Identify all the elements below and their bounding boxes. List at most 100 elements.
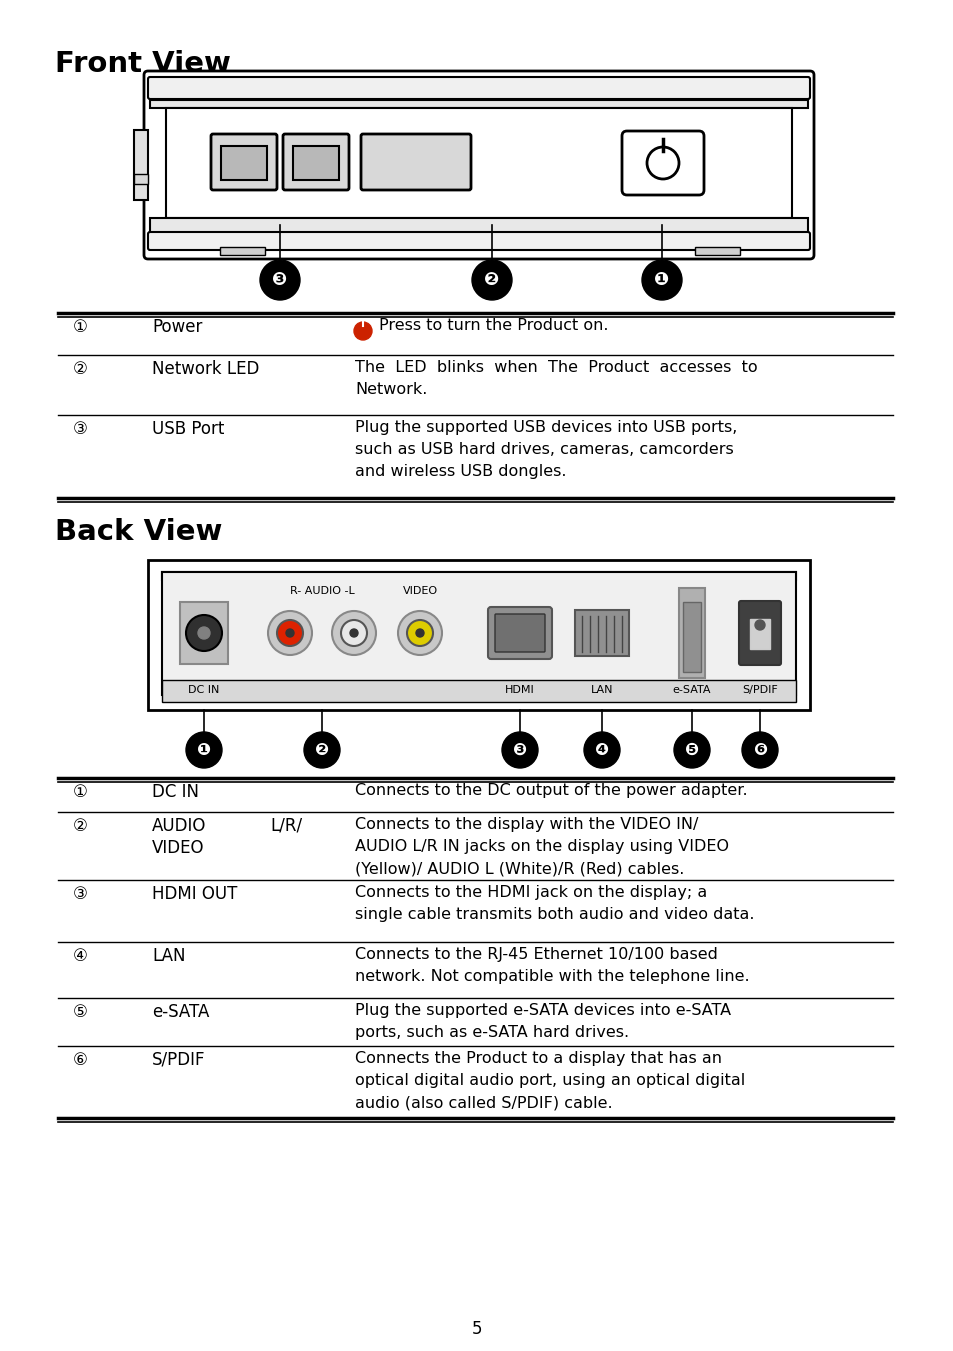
Circle shape [354, 322, 372, 340]
Text: S/PDIF: S/PDIF [741, 685, 777, 694]
Text: LAN: LAN [590, 685, 613, 694]
Text: ❷: ❷ [314, 740, 329, 759]
Text: and wireless USB dongles.: and wireless USB dongles. [355, 463, 566, 480]
Bar [162, 571, 795, 580]
Bar [180, 603, 228, 663]
Circle shape [276, 620, 303, 646]
Text: ④: ④ [72, 947, 88, 965]
FancyBboxPatch shape [360, 134, 471, 190]
Text: ⑤: ⑤ [72, 1002, 88, 1021]
Circle shape [641, 259, 681, 300]
Text: ❶: ❶ [196, 740, 211, 759]
Bar [148, 561, 809, 711]
FancyBboxPatch shape [488, 607, 552, 659]
Text: VIDEO: VIDEO [152, 839, 204, 857]
Circle shape [260, 259, 299, 300]
Circle shape [741, 732, 778, 767]
Circle shape [754, 620, 764, 630]
Text: ❺: ❺ [684, 740, 699, 759]
Circle shape [268, 611, 312, 655]
Text: ❸: ❸ [513, 740, 526, 759]
Text: Back View: Back View [55, 517, 222, 546]
Bar [162, 680, 795, 703]
Circle shape [673, 732, 709, 767]
Text: ②: ② [72, 359, 88, 378]
Text: Connects to the DC output of the power adapter.: Connects to the DC output of the power a… [355, 784, 747, 798]
Text: e-SATA: e-SATA [152, 1002, 209, 1021]
Text: such as USB hard drives, cameras, camcorders: such as USB hard drives, cameras, camcor… [355, 442, 733, 457]
Circle shape [501, 732, 537, 767]
Circle shape [340, 620, 367, 646]
Text: ports, such as e-SATA hard drives.: ports, such as e-SATA hard drives. [355, 1025, 628, 1040]
Text: optical digital audio port, using an optical digital: optical digital audio port, using an opt… [355, 1073, 744, 1088]
Circle shape [350, 630, 357, 638]
Bar [749, 619, 769, 648]
Text: ❷: ❷ [484, 272, 499, 289]
Text: Power: Power [152, 317, 202, 336]
Text: Plug the supported e-SATA devices into e-SATA: Plug the supported e-SATA devices into e… [355, 1002, 730, 1019]
Bar [133, 174, 148, 184]
Bar [682, 603, 700, 671]
Text: ❻: ❻ [752, 740, 766, 759]
Text: e-SATA: e-SATA [672, 685, 711, 694]
Circle shape [583, 732, 619, 767]
Circle shape [304, 732, 339, 767]
Text: USB Port: USB Port [152, 420, 224, 438]
Text: Connects the Product to a display that has an: Connects the Product to a display that h… [355, 1051, 721, 1066]
Bar [221, 146, 267, 180]
Circle shape [286, 630, 294, 638]
Circle shape [472, 259, 512, 300]
Circle shape [397, 611, 441, 655]
Text: (Yellow)/ AUDIO L (White)/R (Red) cables.: (Yellow)/ AUDIO L (White)/R (Red) cables… [355, 861, 683, 875]
Text: ②: ② [72, 817, 88, 835]
Text: ❶: ❶ [654, 272, 669, 289]
Text: HDMI: HDMI [504, 685, 535, 694]
Text: audio (also called S/PDIF) cable.: audio (also called S/PDIF) cable. [355, 1096, 612, 1111]
Text: ❸: ❸ [273, 272, 287, 289]
Bar [679, 588, 704, 678]
Bar [575, 611, 628, 657]
Bar [162, 571, 795, 694]
Text: ③: ③ [72, 420, 88, 438]
Circle shape [407, 620, 433, 646]
Text: ❹: ❹ [595, 740, 608, 759]
Text: S/PDIF: S/PDIF [152, 1051, 205, 1069]
Text: VIDEO: VIDEO [402, 586, 437, 596]
Text: LAN: LAN [152, 947, 185, 965]
Text: Connects to the HDMI jack on the display; a: Connects to the HDMI jack on the display… [355, 885, 706, 900]
Circle shape [198, 627, 210, 639]
FancyBboxPatch shape [148, 232, 809, 250]
Text: Network.: Network. [355, 382, 427, 397]
Text: Network LED: Network LED [152, 359, 259, 378]
Text: L/R/: L/R/ [270, 817, 302, 835]
Bar [150, 218, 807, 234]
Text: ⑥: ⑥ [72, 1051, 88, 1069]
Text: 5: 5 [471, 1320, 482, 1337]
FancyBboxPatch shape [148, 77, 809, 99]
Text: DC IN: DC IN [152, 784, 199, 801]
Bar [695, 247, 740, 255]
FancyBboxPatch shape [211, 134, 276, 190]
FancyBboxPatch shape [621, 131, 703, 195]
FancyBboxPatch shape [495, 613, 544, 653]
Text: Connects to the RJ-45 Ethernet 10/100 based: Connects to the RJ-45 Ethernet 10/100 ba… [355, 947, 717, 962]
FancyBboxPatch shape [144, 72, 813, 259]
Bar [166, 108, 791, 218]
Circle shape [186, 732, 222, 767]
Text: network. Not compatible with the telephone line.: network. Not compatible with the telepho… [355, 969, 749, 984]
Text: AUDIO: AUDIO [152, 817, 206, 835]
Circle shape [332, 611, 375, 655]
Circle shape [416, 630, 423, 638]
Text: ①: ① [72, 317, 88, 336]
Circle shape [186, 615, 222, 651]
Text: AUDIO L/R IN jacks on the display using VIDEO: AUDIO L/R IN jacks on the display using … [355, 839, 728, 854]
Bar [220, 247, 265, 255]
Text: HDMI OUT: HDMI OUT [152, 885, 237, 902]
Text: Front View: Front View [55, 50, 231, 78]
Text: Plug the supported USB devices into USB ports,: Plug the supported USB devices into USB … [355, 420, 737, 435]
Text: DC IN: DC IN [188, 685, 219, 694]
Bar [133, 130, 148, 200]
Text: Press to turn the Product on.: Press to turn the Product on. [378, 317, 608, 332]
Bar [293, 146, 338, 180]
Text: ③: ③ [72, 885, 88, 902]
